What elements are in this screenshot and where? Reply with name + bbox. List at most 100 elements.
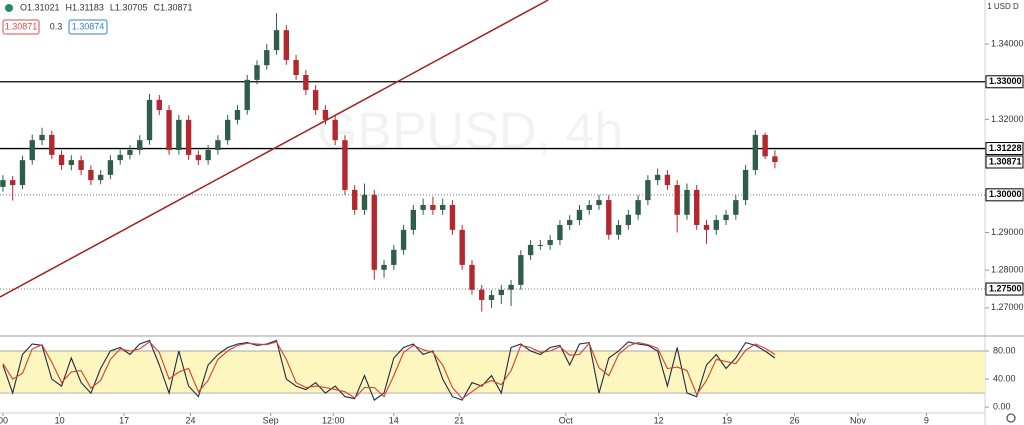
ohlc-value: H1.31183 — [66, 2, 104, 12]
x-tick-label: 17 — [119, 415, 129, 425]
candle-body — [733, 200, 739, 215]
bid-box[interactable] — [2, 19, 40, 35]
candle-body — [625, 214, 632, 225]
settings-icon[interactable] — [1006, 413, 1016, 423]
candle-body — [58, 154, 65, 166]
candle-body — [322, 110, 329, 120]
candle-body — [137, 140, 143, 150]
y-tick-label: 40.00 — [993, 373, 1016, 383]
candle-body — [674, 185, 680, 215]
candle-body — [0, 180, 6, 187]
candle-body — [498, 289, 504, 296]
candle-body — [39, 134, 45, 141]
candle-body — [166, 110, 172, 150]
candle-body — [78, 160, 84, 170]
y-tick-label: 1.28000 — [991, 265, 1024, 275]
candle-body — [107, 160, 114, 175]
oscillator-line — [2, 339, 776, 401]
candle-body — [606, 200, 612, 235]
candle-body — [742, 169, 749, 201]
symbol-icon[interactable] — [5, 4, 13, 12]
x-tick-label: 19 — [722, 415, 732, 425]
x-tick-label: 21 — [454, 415, 464, 425]
x-tick-label: Sep — [263, 415, 279, 425]
price-box — [985, 155, 1024, 169]
candle-body — [645, 180, 651, 201]
candle-body — [371, 194, 377, 270]
oscillator-line — [2, 341, 776, 400]
candle-body — [664, 174, 671, 186]
ohlc-value: O1.31021 — [20, 2, 60, 12]
candle-body — [684, 189, 690, 215]
candle-body — [430, 204, 436, 210]
watermark: GBPUSD, 4h — [317, 103, 623, 161]
candle-body — [713, 220, 719, 230]
candle-body — [615, 224, 622, 235]
level-box — [985, 75, 1024, 89]
candle-body — [10, 180, 16, 186]
candle-body — [518, 255, 524, 285]
candle-body — [723, 214, 729, 221]
level-label: 1.30000 — [989, 189, 1022, 199]
candle-body — [391, 249, 397, 265]
candle-body — [185, 119, 192, 155]
candle-body — [596, 200, 602, 205]
x-tick-label: Nov — [850, 415, 867, 425]
candle-body — [762, 134, 768, 157]
candle-body — [772, 156, 778, 162]
spread: 0.3 — [50, 21, 63, 31]
candle-body — [527, 244, 534, 256]
level-label: 1.27500 — [989, 283, 1022, 293]
gear[interactable] — [1006, 413, 1016, 423]
level-box — [985, 188, 1024, 202]
candle-body — [332, 119, 338, 141]
x-tick-label: 12 — [654, 415, 664, 425]
y-tick-label: 0.00 — [993, 401, 1011, 411]
candle-body — [254, 65, 260, 80]
ohlc-value: C1.30871 — [153, 2, 192, 12]
candle-body — [420, 204, 426, 210]
candle-body — [303, 74, 309, 91]
ask-box[interactable] — [68, 19, 108, 35]
candle-body — [312, 90, 319, 111]
x-tick-label: 10 — [55, 415, 65, 425]
x-tick-label: 12:00 — [322, 415, 345, 425]
candle-body — [557, 224, 563, 241]
x-tick-label: 00 — [0, 415, 8, 425]
candle-body — [567, 220, 573, 225]
x-tick-label: Oct — [559, 415, 574, 425]
candle-body — [244, 79, 250, 111]
y-tick-label: 1.34000 — [991, 38, 1024, 48]
bid: 1.30871 — [5, 21, 38, 31]
x-tick-label: 14 — [389, 415, 399, 425]
ask: 1.30874 — [72, 21, 105, 31]
y-tick-label: 80.00 — [993, 345, 1016, 355]
candle-body — [488, 295, 495, 300]
candle-body — [352, 189, 358, 210]
candle-body — [176, 119, 182, 150]
candle-body — [361, 194, 368, 210]
candle-body — [469, 264, 475, 290]
candle-body — [215, 140, 221, 150]
level-box — [985, 282, 1024, 296]
candle-body — [127, 149, 133, 155]
currency-label: 1 USD D — [987, 2, 1019, 11]
candle-body — [264, 50, 270, 66]
y-tick-label: 1.29000 — [991, 227, 1024, 237]
candle-body — [234, 110, 241, 120]
band — [0, 351, 985, 394]
level-box — [985, 142, 1024, 156]
candle-body — [449, 204, 456, 230]
candle-body — [459, 229, 465, 265]
x-tick-label: 24 — [186, 415, 196, 425]
candle-body — [224, 119, 231, 141]
candle-body — [508, 284, 514, 290]
y-tick-label: 1.27000 — [991, 302, 1024, 312]
candle-body — [29, 140, 35, 161]
candle-body — [547, 240, 553, 245]
candle-body — [195, 154, 202, 161]
candle-body — [117, 154, 123, 161]
candle-body — [19, 160, 26, 186]
candle-body — [479, 289, 485, 300]
